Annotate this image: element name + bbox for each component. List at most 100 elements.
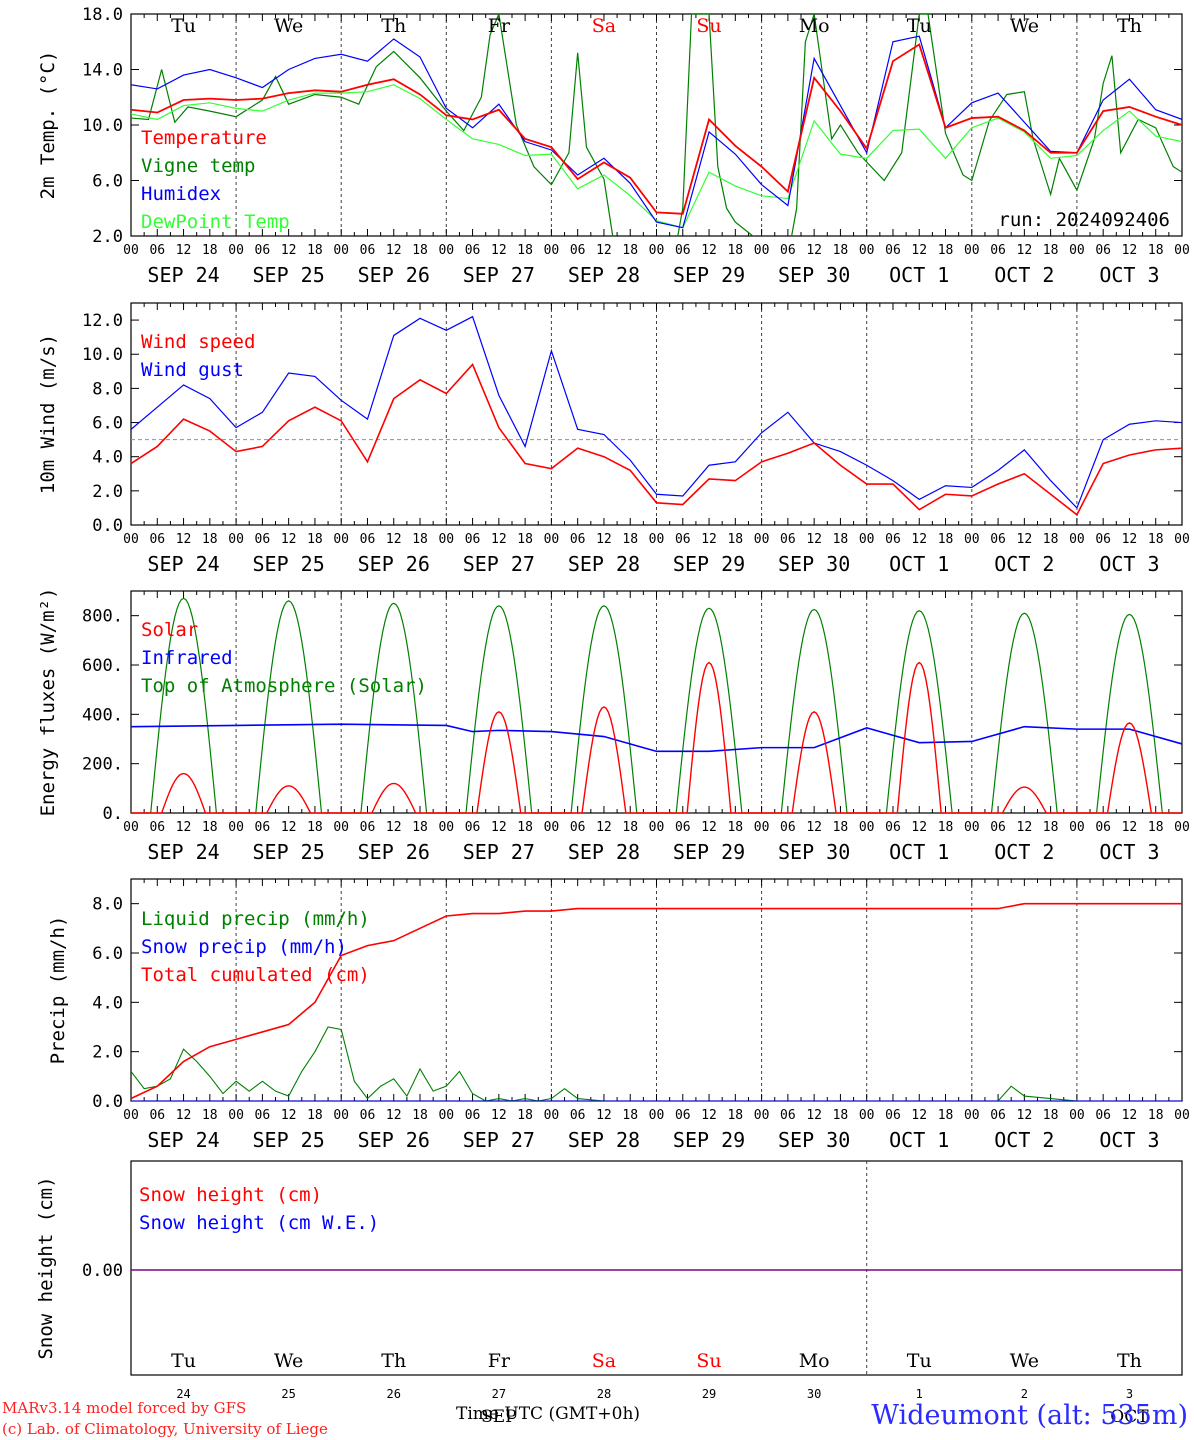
hour-tick-label: 12: [281, 532, 297, 547]
hour-tick-label: 00: [1174, 243, 1190, 258]
legend-snow-precip-mm-h-: Snow precip (mm/h): [141, 936, 347, 958]
day-name: Su: [696, 15, 721, 37]
date-label: SEP 27: [463, 840, 535, 864]
hour-tick-label: 12: [491, 1108, 507, 1123]
date-label: OCT 1: [889, 552, 949, 576]
y-tick-label: 6.0: [92, 944, 123, 964]
hour-tick-label: 18: [1148, 243, 1164, 258]
hour-tick-label: 06: [885, 1108, 901, 1123]
date-label: SEP 26: [358, 552, 430, 576]
hour-tick-label: 00: [859, 820, 875, 835]
hour-tick-label: 18: [1043, 532, 1059, 547]
y-tick-label: 600.: [82, 656, 123, 676]
hour-tick-label: 06: [1095, 532, 1111, 547]
station-title: Wideumont (alt: 535m): [871, 1400, 1188, 1431]
date-label: SEP 30: [778, 263, 850, 287]
date-label: OCT 3: [1099, 1128, 1159, 1152]
date-label: SEP 25: [253, 552, 325, 576]
infrared-line: [130, 723, 1183, 753]
y-tick-label: 0.: [103, 804, 123, 824]
bottom-day-number: 26: [387, 1387, 401, 1401]
y-tick-label: 0.0: [92, 1092, 123, 1112]
hour-tick-label: 12: [701, 532, 717, 547]
date-label: SEP 24: [147, 840, 219, 864]
bottom-day-number: 28: [597, 1387, 611, 1401]
hour-tick-label: 18: [1148, 1108, 1164, 1123]
legend-infrared: Infrared: [141, 647, 233, 669]
hour-tick-label: 18: [622, 532, 638, 547]
date-label: OCT 2: [994, 263, 1054, 287]
date-label: SEP 28: [568, 840, 640, 864]
hour-tick-label: 18: [412, 243, 428, 258]
day-name: We: [1010, 15, 1039, 37]
legend-humidex: Humidex: [141, 183, 221, 205]
y-tick-label: 400.: [82, 705, 123, 725]
hour-tick-label: 12: [1122, 532, 1138, 547]
hour-tick-label: 06: [465, 1108, 481, 1123]
hour-tick-label: 00: [544, 1108, 560, 1123]
hour-tick-label: 00: [228, 820, 244, 835]
hour-tick-label: 00: [859, 243, 875, 258]
y-tick-label: 0.0: [92, 516, 123, 536]
legend-solar: Solar: [141, 619, 198, 641]
hour-tick-label: 00: [1069, 243, 1085, 258]
panel-1-ylabel: 10m Wind (m/s): [37, 334, 59, 494]
hour-tick-label: 18: [412, 820, 428, 835]
model-line: MARv3.14 model forced by GFS: [2, 1399, 247, 1417]
date-label: SEP 24: [147, 1128, 219, 1152]
date-label: SEP 28: [568, 552, 640, 576]
hour-tick-label: 12: [911, 243, 927, 258]
hour-tick-label: 18: [938, 243, 954, 258]
hour-tick-label: 18: [1148, 820, 1164, 835]
hour-tick-label: 12: [1122, 243, 1138, 258]
bottom-day-name: Tu: [907, 1350, 932, 1372]
hour-tick-label: 06: [255, 243, 271, 258]
hour-tick-label: 12: [806, 820, 822, 835]
panel-4-ylabel: Snow height (cm): [35, 1176, 57, 1359]
date-label: SEP 26: [358, 263, 430, 287]
bottom-day-name: Su: [696, 1350, 721, 1372]
legend-wind-speed: Wind speed: [141, 331, 255, 353]
hour-tick-label: 00: [123, 1108, 139, 1123]
panel-4-frame: [130, 1160, 1183, 1376]
hour-tick-label: 00: [754, 532, 770, 547]
hour-tick-label: 18: [727, 1108, 743, 1123]
hour-tick-label: 00: [544, 820, 560, 835]
dewpoint-line: [131, 84, 1182, 229]
date-label: SEP 30: [778, 1128, 850, 1152]
hour-tick-label: 06: [1095, 820, 1111, 835]
hour-tick-label: 06: [885, 532, 901, 547]
hour-tick-label: 06: [675, 243, 691, 258]
hour-tick-label: 00: [754, 1108, 770, 1123]
legend-snow-height-cm-: Snow height (cm): [139, 1184, 322, 1206]
hour-tick-label: 12: [806, 243, 822, 258]
hour-tick-label: 18: [517, 820, 533, 835]
hour-tick-label: 06: [255, 532, 271, 547]
hour-tick-label: 06: [990, 820, 1006, 835]
day-name: Th: [1117, 15, 1142, 37]
panel-0-ylabel: 2m Temp. (°C): [37, 51, 59, 200]
hour-tick-label: 00: [333, 532, 349, 547]
hour-tick-label: 12: [176, 532, 192, 547]
y-tick-label: 8.0: [92, 379, 123, 399]
date-label: SEP 26: [358, 1128, 430, 1152]
hour-tick-label: 12: [596, 243, 612, 258]
day-name: Tu: [171, 15, 196, 37]
hour-tick-label: 00: [859, 1108, 875, 1123]
bottom-day-name: Mo: [799, 1350, 830, 1372]
temperature-line: [131, 43, 1182, 215]
hour-tick-label: 06: [570, 1108, 586, 1123]
bottom-day-number: 27: [492, 1387, 506, 1401]
hour-tick-label: 00: [228, 532, 244, 547]
hour-tick-label: 18: [307, 532, 323, 547]
date-label: SEP 29: [673, 1128, 745, 1152]
date-label: SEP 28: [568, 1128, 640, 1152]
hour-tick-label: 06: [360, 532, 376, 547]
hour-tick-label: 06: [149, 820, 165, 835]
hour-tick-label: 18: [833, 820, 849, 835]
y-tick-label: 6.0: [92, 172, 123, 192]
hour-tick-label: 00: [1174, 532, 1190, 547]
hour-tick-label: 12: [386, 243, 402, 258]
hour-tick-label: 06: [780, 820, 796, 835]
hour-tick-label: 12: [1017, 243, 1033, 258]
